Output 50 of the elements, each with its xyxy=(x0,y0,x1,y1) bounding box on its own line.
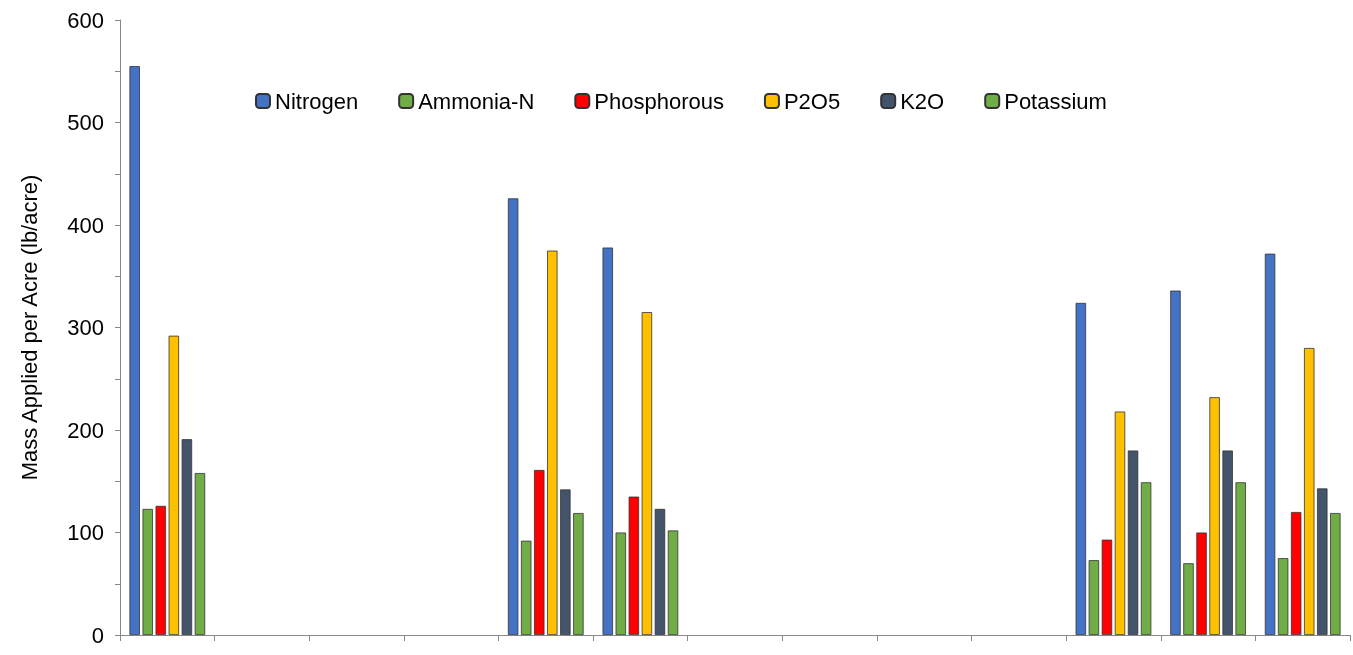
bar xyxy=(1209,397,1220,635)
legend-label: Nitrogen xyxy=(275,88,359,114)
bar xyxy=(641,312,653,635)
y-axis-title: Mass Applied per Acre (lb/acre) xyxy=(16,174,42,481)
bar xyxy=(1127,450,1139,635)
y-tick-label: 600 xyxy=(67,7,104,33)
bar xyxy=(1114,411,1126,635)
bar xyxy=(1183,563,1194,635)
bar xyxy=(142,508,153,635)
bar xyxy=(628,496,640,635)
legend-label: P2O5 xyxy=(783,88,841,114)
legend-label: Potassium xyxy=(1004,88,1107,114)
legend-label: K2O xyxy=(900,88,945,114)
bar xyxy=(1330,513,1341,635)
bar xyxy=(1290,512,1302,635)
bar xyxy=(1101,539,1113,635)
bar xyxy=(1304,348,1315,635)
y-tick-label: 300 xyxy=(67,315,104,340)
bar xyxy=(129,66,140,635)
bar xyxy=(1140,482,1152,635)
bar xyxy=(1196,532,1207,635)
bar xyxy=(560,489,571,635)
bar xyxy=(520,540,532,635)
legend-label: Ammonia-N xyxy=(418,88,535,114)
bar xyxy=(1235,482,1246,635)
bar xyxy=(181,439,193,635)
bar xyxy=(168,335,180,635)
y-tick-label: 0 xyxy=(91,622,104,648)
bar xyxy=(547,250,558,635)
bar xyxy=(1170,290,1181,635)
bar xyxy=(1088,560,1100,635)
bar xyxy=(534,469,545,635)
bar xyxy=(1277,558,1289,635)
bar xyxy=(1075,302,1087,635)
bar xyxy=(667,530,679,635)
bar xyxy=(615,532,627,635)
bar xyxy=(1222,450,1233,635)
y-tick-label: 200 xyxy=(67,417,104,443)
bar xyxy=(507,198,519,635)
bar xyxy=(194,473,206,635)
y-tick-label: 400 xyxy=(67,212,104,238)
bar xyxy=(602,247,613,635)
bar xyxy=(155,505,166,635)
legend-label: Phosphorous xyxy=(594,88,724,114)
bar xyxy=(654,508,666,635)
y-tick-label: 500 xyxy=(67,110,104,135)
bar xyxy=(1317,488,1328,635)
bar xyxy=(1264,253,1276,635)
y-tick-label: 100 xyxy=(67,520,104,545)
bar xyxy=(573,513,584,635)
